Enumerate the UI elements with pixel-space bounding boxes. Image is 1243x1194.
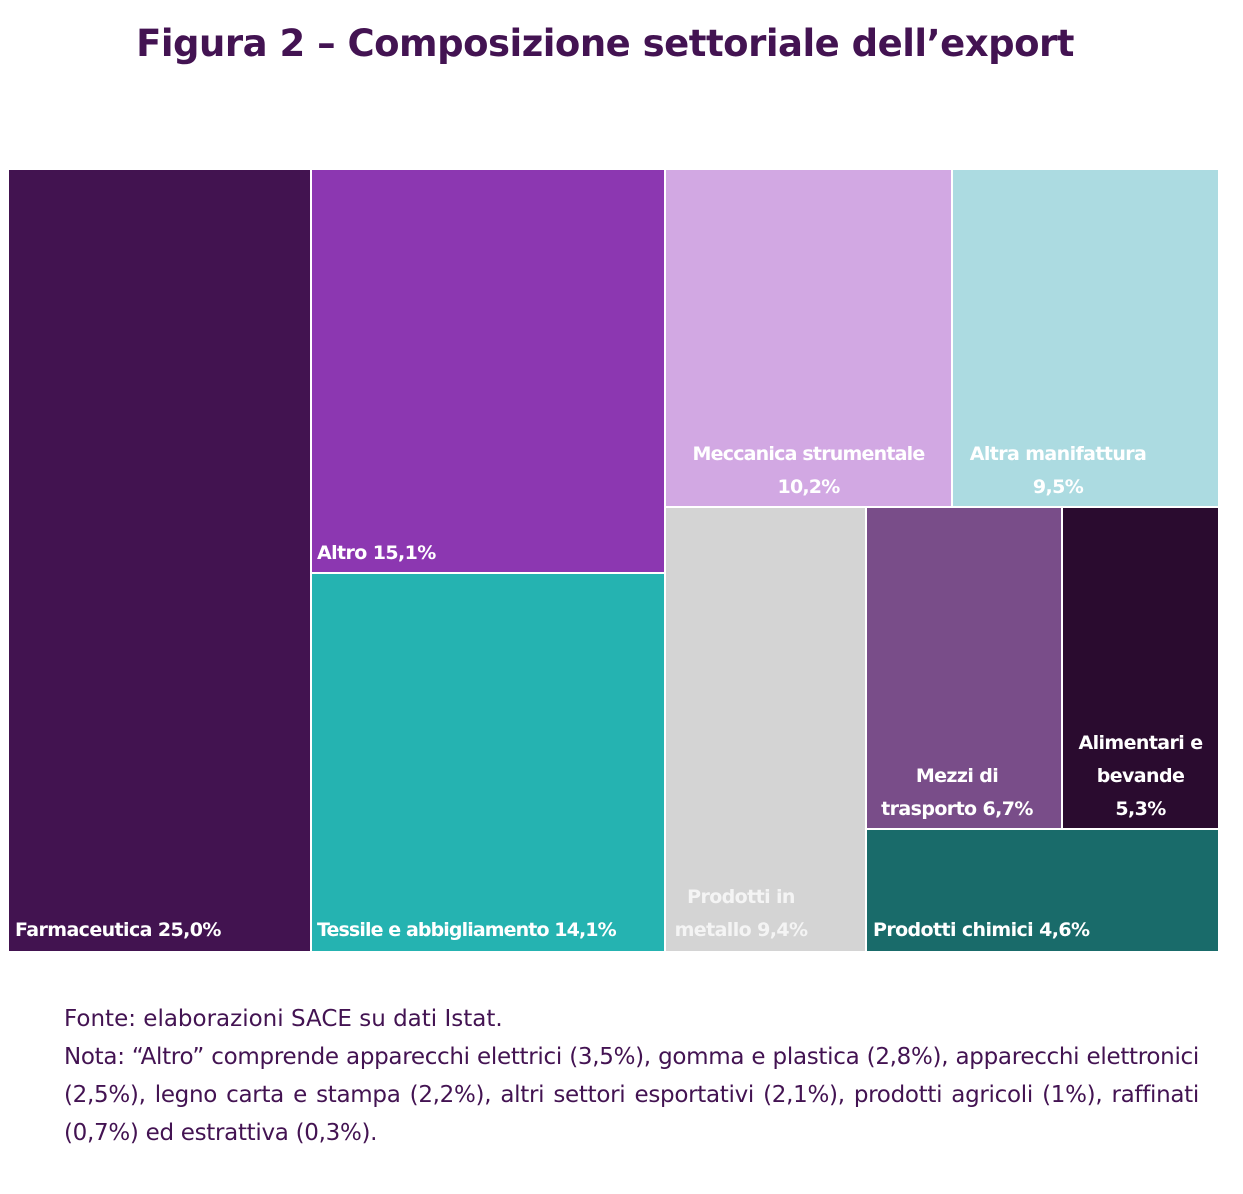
altro-note: Nota: “Altro” comprende apparecchi elett… (64, 1044, 1199, 1146)
cell-label-prodotti-metallo-line-2: metallo 9,4% (674, 919, 808, 941)
cell-label-altra-manifattura: Altra manifattura 9,5% (953, 438, 1163, 504)
cell-label-mezzi-trasporto-line-1: Mezzi di (915, 765, 999, 787)
treemap-cell-prodotti-metallo: Prodotti in metallo 9,4% (666, 508, 865, 951)
cell-label-altra-manifattura-line-2: 9,5% (1032, 476, 1084, 498)
treemap-cell-altro: Altro 15,1% (312, 170, 664, 572)
cell-label-alimentari-line-1: Alimentari e (1078, 732, 1203, 754)
treemap-cell-mezzi-trasporto: Mezzi di trasporto 6,7% (867, 508, 1061, 828)
cell-label-prodotti-chimici: Prodotti chimici 4,6% (873, 919, 1090, 941)
cell-label-alimentari-line-2: bevande (1096, 765, 1185, 787)
treemap-cell-farmaceutica: Farmaceutica 25,0% (9, 170, 310, 951)
cell-label-alimentari-line-3: 5,3% (1115, 798, 1166, 820)
treemap-cell-altra-manifattura: Altra manifattura 9,5% (953, 170, 1218, 506)
cell-label-meccanica: Meccanica strumentale 10,2% (666, 438, 951, 504)
chart-notes: Fonte: elaborazioni SACE su dati Istat. … (64, 1000, 1199, 1152)
cell-label-tessile: Tessile e abbigliamento 14,1% (317, 919, 617, 941)
source-note: Fonte: elaborazioni SACE su dati Istat. (64, 1006, 503, 1032)
treemap-cell-tessile: Tessile e abbigliamento 14,1% (312, 574, 664, 951)
treemap-cell-alimentari: Alimentari e bevande 5,3% (1063, 508, 1218, 828)
cell-label-altra-manifattura-line-1: Altra manifattura (969, 443, 1147, 465)
cell-label-prodotti-metallo: Prodotti in metallo 9,4% (666, 881, 816, 947)
cell-label-altro: Altro 15,1% (317, 542, 436, 564)
treemap-cell-meccanica: Meccanica strumentale 10,2% (666, 170, 951, 506)
cell-label-mezzi-trasporto-line-2: trasporto 6,7% (881, 798, 1033, 820)
cell-label-mezzi-trasporto: Mezzi di trasporto 6,7% (867, 760, 1047, 826)
cell-label-prodotti-metallo-line-1: Prodotti in (687, 886, 795, 908)
cell-label-meccanica-line-2: 10,2% (777, 476, 841, 498)
treemap-cell-prodotti-chimici: Prodotti chimici 4,6% (867, 830, 1218, 951)
cell-label-farmaceutica: Farmaceutica 25,0% (15, 919, 221, 941)
cell-label-meccanica-line-1: Meccanica strumentale (692, 443, 926, 465)
cell-label-alimentari: Alimentari e bevande 5,3% (1063, 727, 1218, 826)
chart-title: Figura 2 – Composizione settoriale dell’… (136, 22, 1074, 65)
